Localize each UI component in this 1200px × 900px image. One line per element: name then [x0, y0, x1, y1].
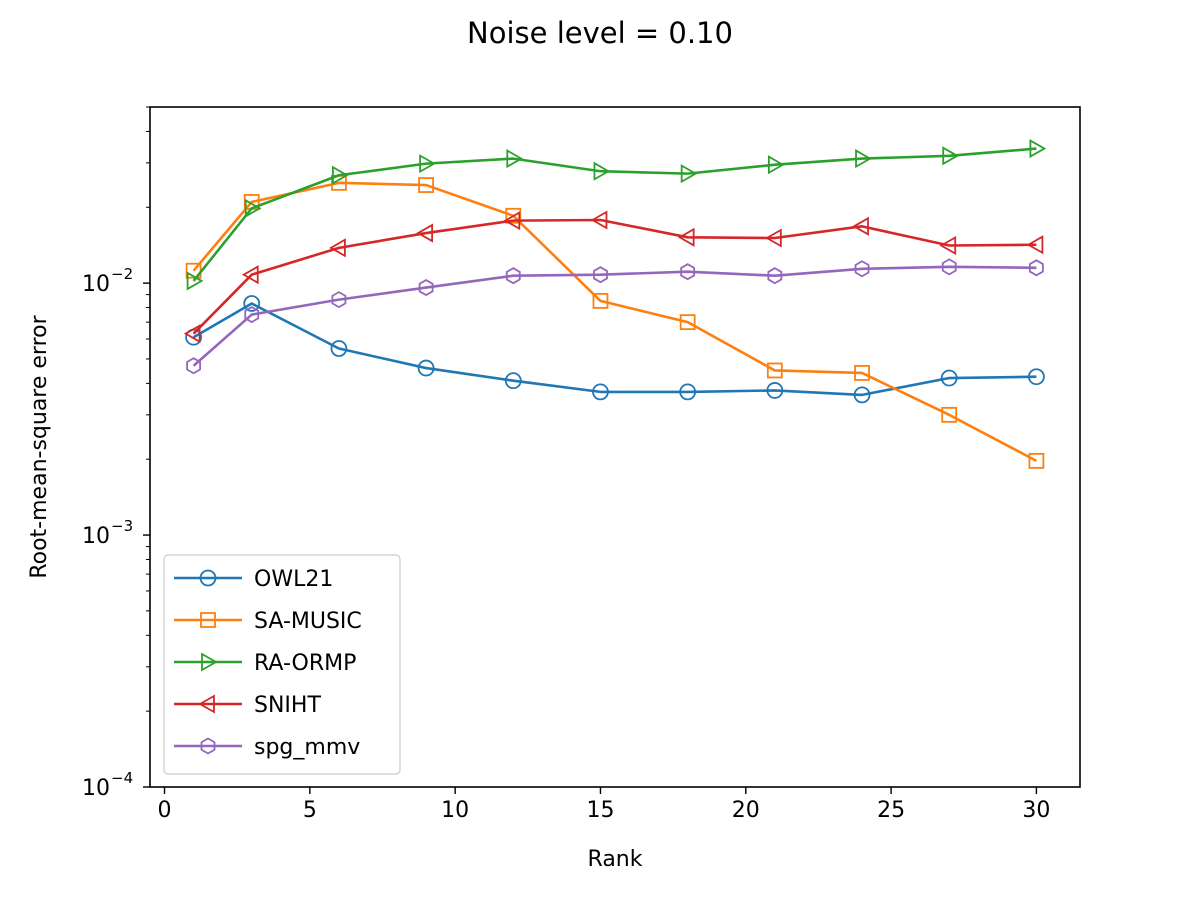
data-point: [329, 238, 346, 258]
data-point: [331, 291, 347, 309]
plot-area: [183, 139, 1047, 469]
series-line: [192, 265, 1037, 367]
data-point: [679, 314, 696, 331]
data-point: [765, 228, 782, 248]
data-point: [418, 177, 434, 193]
data-point: [244, 198, 262, 218]
data-point: [505, 267, 521, 285]
data-point: [243, 295, 261, 312]
legend-marker: [200, 737, 216, 755]
data-point: [504, 372, 522, 390]
y-tick-exponent: −4: [111, 769, 133, 787]
data-point: [241, 265, 259, 285]
data-point: [593, 266, 608, 284]
data-point: [1029, 139, 1047, 159]
data-point: [1028, 368, 1045, 386]
legend-marker: [200, 612, 216, 628]
y-tick-exponent: −3: [111, 517, 133, 535]
legend-label: SA-MUSIC: [254, 609, 362, 634]
legend-box: [163, 554, 401, 775]
y-axis-label: Root-mean-square error: [27, 314, 52, 578]
data-point: [505, 207, 522, 224]
y-tick-label: 10: [82, 272, 110, 297]
data-point: [244, 306, 260, 324]
series-owl21: [185, 295, 1045, 404]
legend-marker: [201, 652, 218, 672]
x-tick-label: 15: [586, 798, 614, 823]
data-point: [766, 382, 784, 399]
data-point: [419, 154, 436, 174]
data-point: [590, 210, 608, 230]
series-sa-music: [185, 174, 1045, 469]
data-point: [186, 357, 201, 375]
data-point: [677, 227, 695, 247]
series-line: [192, 302, 1037, 397]
legend-label: spg_mmv: [254, 735, 360, 760]
x-tick-label: 10: [441, 798, 469, 823]
x-tick-label: 30: [1022, 798, 1050, 823]
y-tick-label: 10: [82, 776, 110, 801]
data-point: [854, 260, 870, 278]
chart-title: Noise level = 0.10: [467, 16, 733, 50]
data-point: [417, 359, 435, 377]
data-point: [506, 149, 524, 169]
data-point: [186, 271, 204, 291]
data-point: [941, 406, 958, 423]
data-point: [855, 149, 872, 169]
series-line: [192, 218, 1037, 335]
data-point: [939, 235, 957, 256]
data-point: [592, 292, 609, 309]
data-point: [680, 164, 698, 184]
data-point: [592, 383, 609, 401]
y-tick-exponent: −2: [111, 265, 133, 283]
data-point: [1028, 452, 1045, 469]
data-point: [330, 340, 348, 357]
series-line: [192, 147, 1037, 282]
series-sniht: [183, 210, 1044, 344]
data-point: [853, 386, 871, 404]
data-point: [332, 165, 349, 185]
series-ra-ormp: [186, 139, 1047, 291]
data-point: [766, 362, 783, 379]
data-point: [679, 383, 697, 401]
data-point: [767, 155, 785, 175]
series-spg-mmv: [186, 258, 1044, 375]
data-point: [942, 146, 960, 166]
legend-marker: [199, 569, 217, 587]
x-tick-label: 20: [732, 798, 760, 823]
data-point: [767, 267, 783, 285]
data-point: [941, 258, 957, 276]
data-point: [593, 161, 611, 181]
y-tick-label: 10: [82, 524, 110, 549]
data-point: [416, 223, 433, 243]
data-point: [183, 324, 201, 344]
legend: OWL21 SA-MUSIC RA-ORMP SNIHT spg_mmv: [163, 554, 401, 775]
x-tick-label: 5: [303, 798, 317, 823]
x-axis-label: Rank: [588, 847, 643, 872]
data-point: [418, 279, 434, 297]
x-tick-label: 0: [158, 798, 172, 823]
data-point: [680, 263, 696, 281]
data-point: [1029, 259, 1044, 277]
axes-frame: [149, 106, 1081, 788]
legend-marker: [198, 694, 215, 714]
x-tick-label: 25: [877, 798, 905, 823]
legend-label: OWL21: [254, 567, 333, 592]
data-point: [854, 365, 870, 381]
data-point: [852, 216, 869, 236]
data-point: [1026, 235, 1044, 255]
legend-label: RA-ORMP: [254, 651, 356, 676]
series-line: [192, 181, 1038, 463]
data-point: [503, 211, 521, 231]
legend-label: SNIHT: [254, 693, 321, 718]
data-point: [940, 369, 958, 387]
